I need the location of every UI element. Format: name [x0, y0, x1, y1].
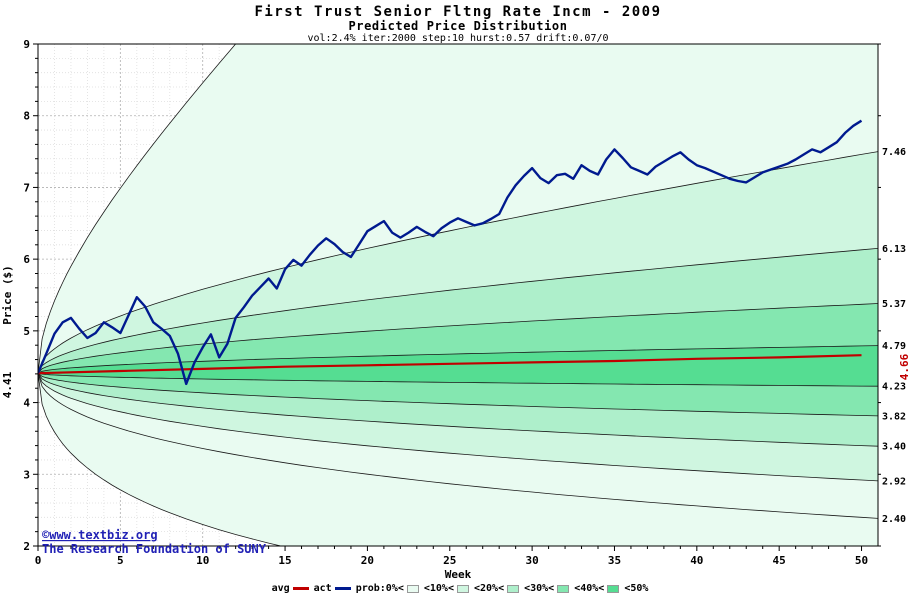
percentile-curve-layer — [38, 44, 878, 546]
legend-swatch — [292, 587, 309, 590]
percentile-curve — [38, 44, 237, 374]
x-tick-label: 35 — [608, 554, 621, 567]
legend-item: <10%< — [424, 583, 469, 594]
series-layer — [38, 119, 863, 386]
avg-price-line — [38, 354, 862, 375]
band-endpoint-label: 2.40 — [882, 514, 906, 525]
legend-label: <10%< — [423, 583, 454, 594]
percentile-curve — [38, 373, 283, 546]
x-axis-title: Week — [445, 568, 472, 581]
start-price-label: 4.41 — [1, 371, 14, 398]
band-endpoint-label: 5.37 — [882, 299, 906, 310]
y-tick-label: 2 — [23, 540, 30, 553]
y-tick-label: 6 — [23, 253, 30, 266]
percentile-curve — [38, 248, 878, 374]
band-endpoint-label: 3.82 — [882, 411, 906, 422]
static-labels: First Trust Senior Fltng Rate Incm - 200… — [1, 4, 911, 581]
band-endpoint-label-layer: 7.46 6.13 5.37 4.79 4.23 3.82 3.40 2.92 2.40 — [882, 147, 906, 525]
legend-swatch — [507, 584, 520, 593]
legend-label: prob:0%< — [355, 583, 404, 594]
legend-label: <30%< — [524, 583, 555, 594]
legend-swatch — [406, 584, 419, 593]
probability-band — [38, 44, 878, 374]
band-endpoint-label: 6.13 — [882, 244, 906, 255]
probability-band — [38, 248, 878, 374]
chart-title: First Trust Senior Fltng Rate Incm - 200… — [254, 4, 661, 20]
x-tick-label: 15 — [278, 554, 291, 567]
x-tick-label: 40 — [690, 554, 703, 567]
y-tick-label: 4 — [23, 397, 30, 410]
y-tick-label: 8 — [23, 110, 30, 123]
x-tick-label: 10 — [196, 554, 209, 567]
percentile-curve — [38, 151, 878, 374]
probability-band — [38, 373, 878, 519]
legend-item: avg — [272, 583, 309, 594]
band-endpoint-label: 3.40 — [882, 442, 906, 453]
legend-swatch — [607, 584, 620, 593]
legend-label: <40%< — [574, 583, 605, 594]
y-tick-label: 3 — [23, 468, 30, 481]
y-tick-label: 9 — [23, 38, 30, 51]
x-tick-label: 0 — [35, 554, 42, 567]
legend-item: <30%< — [524, 583, 570, 594]
percentile-curve — [38, 303, 878, 374]
y-tick-label: 7 — [23, 181, 30, 194]
legend-swatch — [557, 584, 570, 593]
percentile-curve — [38, 372, 878, 417]
legend-label: avg — [271, 583, 290, 594]
probability-band-layer — [38, 44, 878, 546]
x-tick-label: 20 — [361, 554, 374, 567]
watermark-org: The Research Foundation of SUNY — [42, 542, 267, 556]
plot-frame-layer — [37, 43, 879, 547]
y-axis-title: Price ($) — [1, 265, 14, 325]
probability-band — [38, 151, 878, 374]
probability-band — [38, 345, 878, 387]
percentile-curve — [38, 373, 878, 519]
watermark-url: ©www.textbiz.org — [42, 528, 158, 542]
percentile-curve — [38, 372, 878, 387]
chart-subtitle: Predicted Price Distribution — [348, 19, 567, 33]
percentile-curve — [38, 372, 878, 447]
y-tick-label: 5 — [23, 325, 30, 338]
legend-item: act — [314, 583, 351, 594]
actual-price-line — [38, 119, 863, 386]
band-endpoint-label: 7.46 — [882, 147, 906, 158]
legend-item: prob:0%< — [356, 583, 419, 594]
band-endpoint-label: 4.79 — [882, 341, 906, 352]
band-endpoint-label: 2.92 — [882, 476, 906, 487]
chart-legend: avg act prob:0%< <10%< <20%< <30%< <40%< <50% — [0, 583, 920, 594]
legend-swatch — [456, 584, 469, 593]
x-tick-label: 25 — [443, 554, 456, 567]
plot-border — [37, 43, 879, 547]
legend-label: <20%< — [473, 583, 505, 594]
probability-band — [38, 373, 878, 447]
percentile-curve — [38, 345, 878, 374]
percentile-curve — [38, 373, 878, 482]
probability-band — [38, 373, 878, 546]
legend-label: <50% — [624, 583, 649, 594]
legend-label: act — [313, 583, 332, 594]
band-endpoint-label: 4.23 — [882, 382, 906, 393]
x-tick-label: 45 — [773, 554, 786, 567]
legend-swatch — [334, 587, 351, 590]
x-tick-label: 5 — [117, 554, 124, 567]
legend-item: <20%< — [473, 583, 520, 594]
probability-band — [38, 303, 878, 374]
legend-item: <50% — [624, 583, 648, 594]
x-tick-label: 30 — [525, 554, 538, 567]
probability-band — [38, 373, 878, 416]
avg-end-price-label: 4.66 — [898, 353, 911, 380]
legend-item: <40%< — [574, 583, 620, 594]
simulation-params: vol:2.4% iter:2000 step:10 hurst:0.57 dr… — [307, 33, 608, 44]
x-tick-label: 50 — [855, 554, 868, 567]
